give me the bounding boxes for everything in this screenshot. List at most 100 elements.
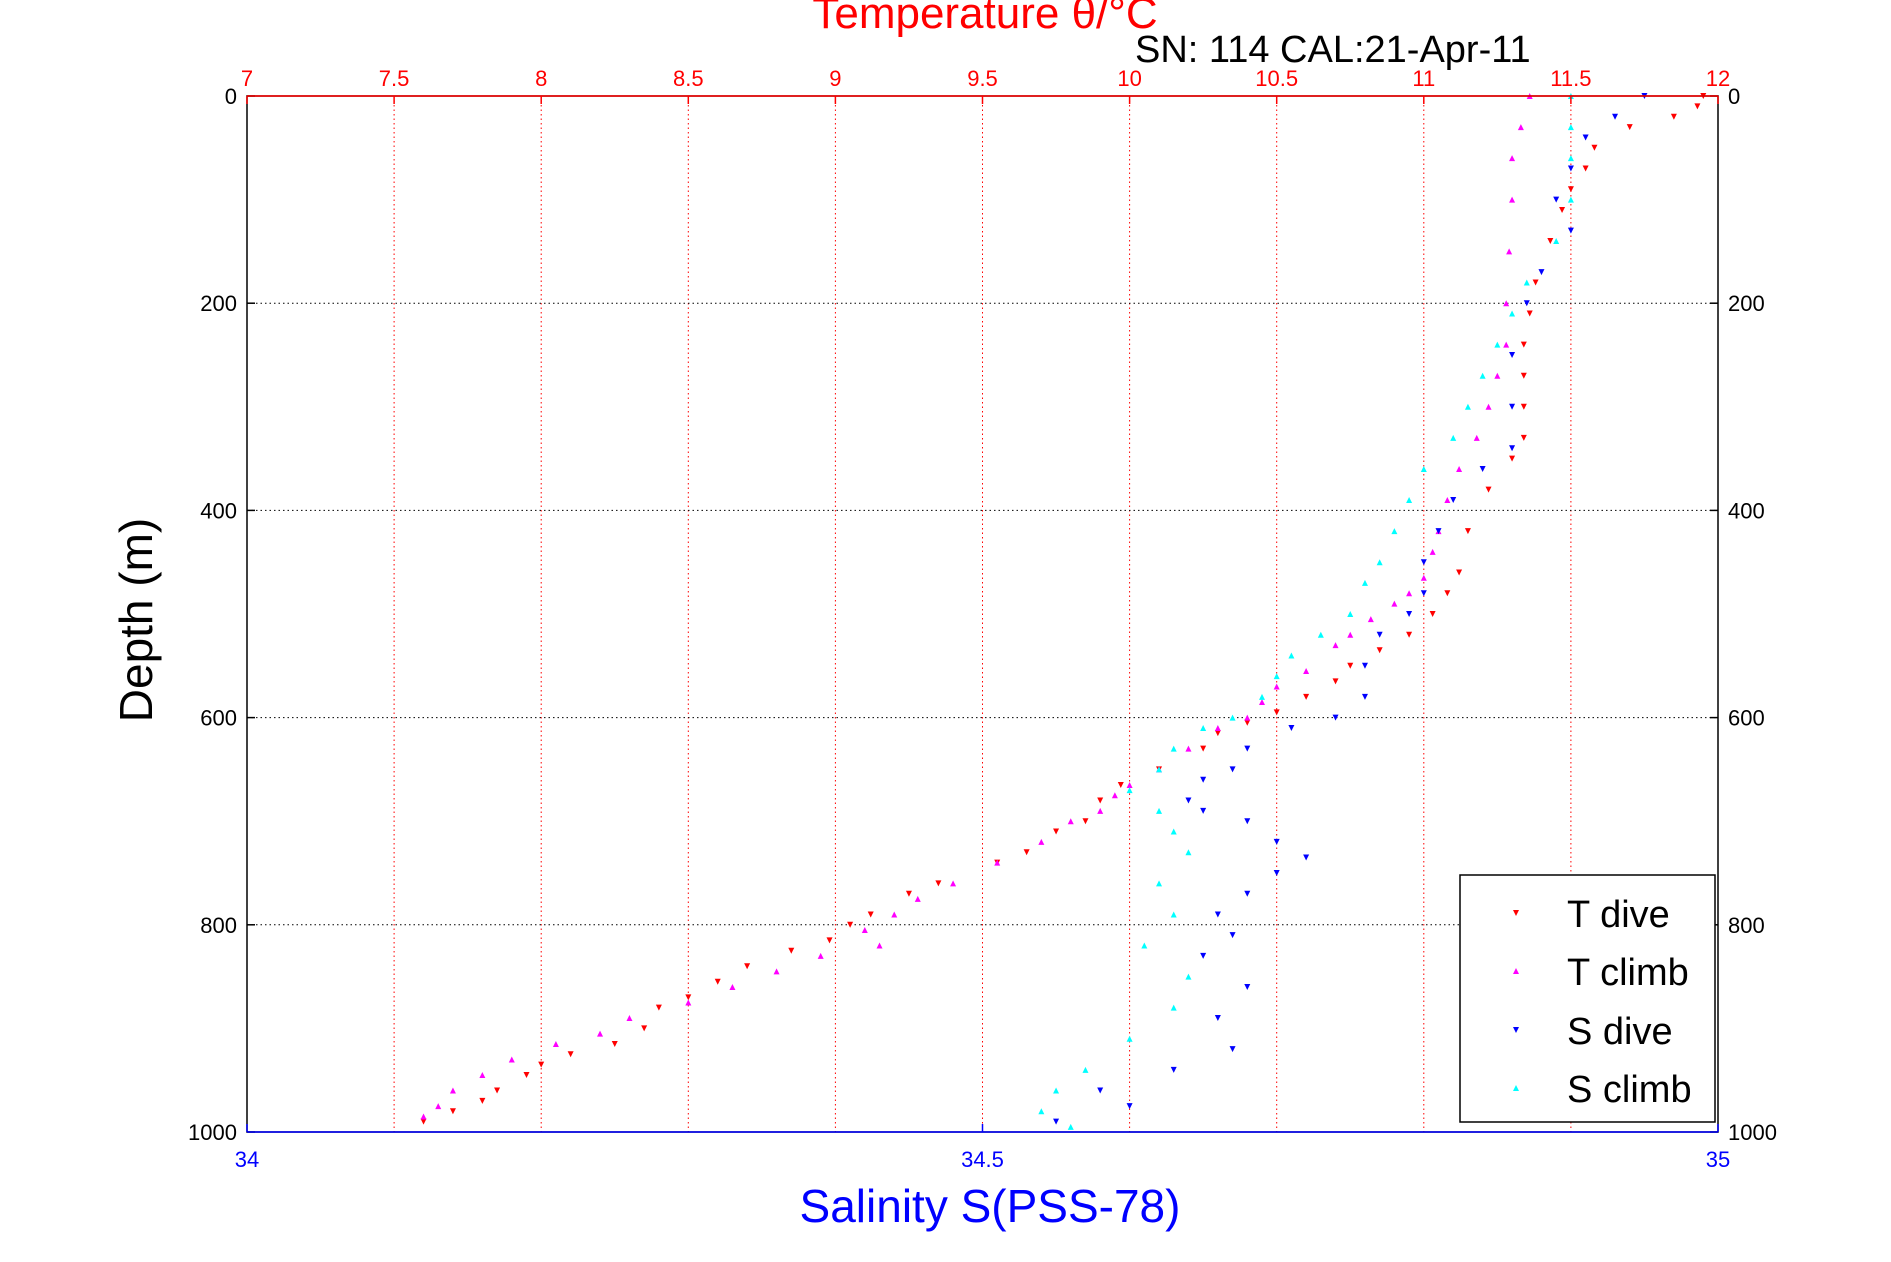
temperature-tick-label: 12 (1706, 66, 1730, 91)
salinity-tick-label: 34.5 (961, 1147, 1004, 1172)
legend-marker-t-dive (1513, 910, 1519, 916)
data-point-s-dive (1303, 854, 1310, 861)
data-point-s-dive (1229, 1046, 1236, 1053)
data-point-s-dive (1567, 227, 1574, 234)
data-point-s-climb (1258, 693, 1265, 700)
data-point-s-climb (1479, 372, 1486, 379)
data-point-t-climb (1126, 781, 1133, 788)
salinity-tick-label: 34 (235, 1147, 259, 1172)
series-s-climb (1038, 93, 1574, 1130)
axis-layer: 7 7.5 8 8.5 9 9.5 10 10.5 11 11.5 12 34 34.5 35 0 0 200 2… (188, 66, 1777, 1172)
data-point-t-dive (1053, 828, 1060, 835)
data-point-s-climb (1317, 631, 1324, 638)
data-point-t-climb (1485, 403, 1492, 410)
data-point-t-climb (626, 1015, 633, 1022)
data-point-s-dive (1288, 724, 1295, 731)
data-point-t-climb (1503, 341, 1510, 348)
data-point-t-dive (935, 880, 942, 887)
temperature-tick-label: 7 (241, 66, 253, 91)
data-point-s-dive (1509, 403, 1516, 410)
data-point-t-dive (867, 911, 874, 918)
data-point-t-climb (435, 1103, 442, 1110)
data-point-s-dive (1244, 818, 1251, 825)
legend: T dive T climb S dive S climb (1459, 874, 1716, 1123)
data-point-t-climb (1273, 683, 1280, 690)
salinity-tick-label: 35 (1706, 1147, 1730, 1172)
data-point-s-dive (1332, 714, 1339, 721)
legend-label-t-climb: T climb (1567, 952, 1689, 994)
data-point-t-climb (479, 1072, 486, 1079)
data-point-t-dive (1347, 662, 1354, 669)
data-point-t-dive (538, 1061, 545, 1068)
data-point-t-dive (1520, 341, 1527, 348)
temperature-tick-label: 11 (1412, 66, 1435, 91)
data-point-t-climb (1347, 631, 1354, 638)
data-point-t-dive (1526, 310, 1533, 317)
sensor-calibration-subtitle: SN: 114 CAL:21-Apr-11 (1135, 29, 1531, 71)
data-point-t-dive (1444, 590, 1451, 597)
data-point-s-dive (1523, 300, 1530, 307)
data-point-s-climb (1126, 787, 1133, 794)
depth-tick-label-right: 200 (1728, 291, 1765, 316)
depth-tick-label-left: 400 (200, 498, 237, 523)
data-point-t-climb (1111, 792, 1118, 799)
data-point-t-dive (1485, 486, 1492, 493)
data-point-s-dive (1509, 352, 1516, 358)
data-point-t-climb (1503, 300, 1510, 307)
depth-tick-label-right: 0 (1728, 84, 1740, 109)
legend-item-s-climb: S climb (1513, 1069, 1692, 1111)
data-point-s-dive (1200, 776, 1207, 783)
data-point-t-climb (552, 1040, 559, 1047)
salinity-axis-title: Salinity S(PSS-78) (800, 1180, 1181, 1232)
legend-item-t-dive: T dive (1513, 894, 1670, 936)
data-point-s-dive (1229, 766, 1236, 773)
data-point-s-dive (1450, 497, 1457, 504)
data-point-t-dive (1406, 631, 1413, 638)
data-point-t-climb (861, 926, 868, 933)
data-point-t-dive (1626, 124, 1633, 131)
data-point-s-climb (1567, 196, 1574, 203)
legend-label-s-dive: S dive (1567, 1011, 1673, 1053)
depth-tick-label-right: 600 (1728, 706, 1765, 731)
depth-tick-label-right: 800 (1728, 913, 1765, 938)
data-point-t-climb (994, 859, 1001, 866)
data-point-s-dive (1406, 611, 1413, 617)
data-point-s-dive (1567, 165, 1574, 172)
data-point-t-dive (641, 1025, 648, 1032)
temperature-tick-label: 7.5 (379, 66, 410, 91)
data-point-t-climb (1303, 667, 1310, 674)
data-point-s-dive (1273, 870, 1280, 876)
data-point-s-climb (1553, 238, 1560, 245)
data-point-s-climb (1509, 310, 1516, 317)
data-point-t-dive (826, 937, 833, 944)
data-point-s-climb (1038, 1108, 1045, 1115)
data-point-s-dive (1126, 1103, 1133, 1110)
data-layer (420, 93, 1707, 1130)
data-point-t-dive (1547, 238, 1554, 245)
data-point-t-dive (788, 947, 795, 954)
data-point-s-dive (1509, 445, 1516, 452)
temperature-tick-label: 8 (535, 66, 547, 91)
data-point-t-climb (950, 880, 957, 887)
data-point-t-dive (1273, 709, 1280, 716)
data-point-t-climb (1258, 699, 1265, 706)
data-point-t-climb (1509, 196, 1516, 203)
depth-tick-label-right: 400 (1728, 498, 1765, 523)
data-point-t-dive (1520, 434, 1527, 441)
data-point-t-climb (1456, 465, 1463, 472)
data-point-t-dive (449, 1108, 456, 1115)
data-point-s-dive (1170, 1066, 1177, 1073)
data-point-t-climb (597, 1030, 604, 1037)
data-point-t-dive (685, 994, 692, 1001)
data-point-t-dive (1567, 186, 1574, 193)
data-point-s-dive (1435, 528, 1442, 535)
data-point-t-dive (1509, 455, 1516, 462)
data-point-s-dive (1200, 807, 1207, 814)
data-point-s-dive (1361, 662, 1368, 669)
data-point-t-dive (420, 1118, 427, 1125)
data-point-t-dive (1023, 849, 1030, 856)
data-point-t-dive (1200, 745, 1207, 752)
data-point-t-dive (1376, 647, 1383, 654)
data-point-t-climb (449, 1087, 456, 1094)
data-point-s-climb (1567, 124, 1574, 131)
